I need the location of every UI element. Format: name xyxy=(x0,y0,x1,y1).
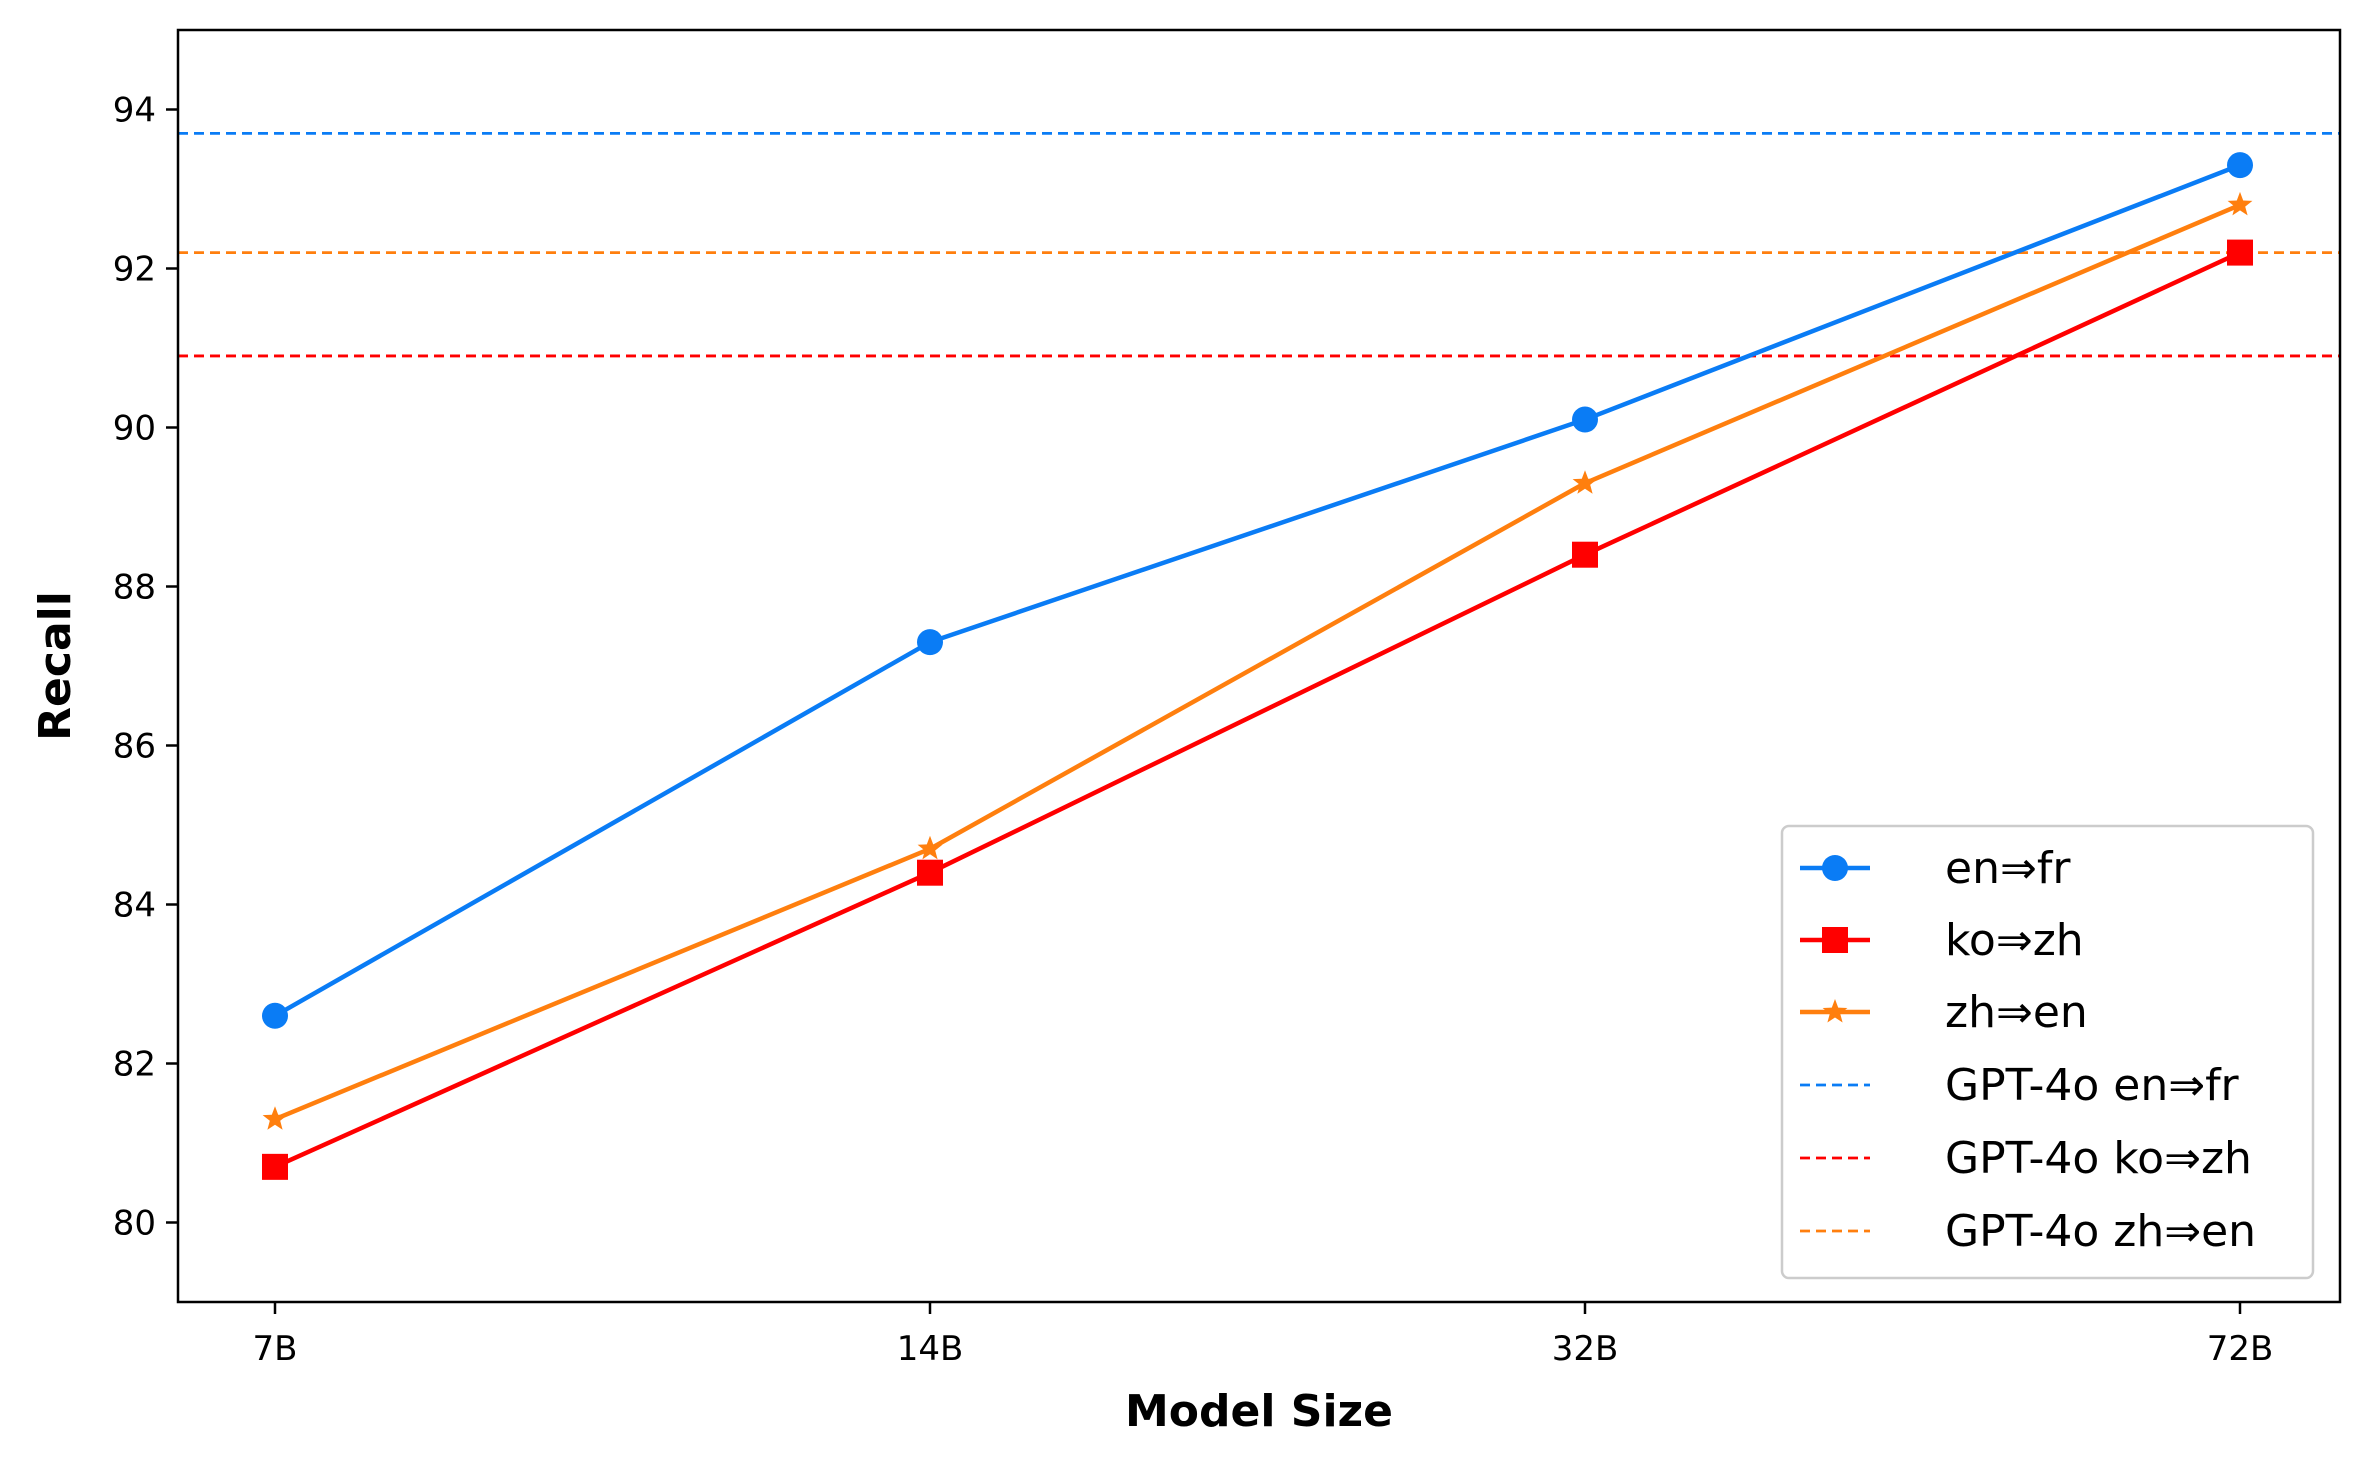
legend-label: ko⇒zh xyxy=(1945,915,2084,966)
legend: en⇒fr ko⇒zh zh⇒en GPT-4o en⇒fr GPT-4o ko⇒zh G… xyxy=(1780,824,2315,1280)
legend-marker xyxy=(1822,855,1848,881)
x-axis-title: Model Size xyxy=(1125,1386,1393,1437)
series-line xyxy=(274,250,2241,1169)
x-tick-label: 32B xyxy=(1552,1329,1619,1369)
y-tick-label: 90 xyxy=(113,409,156,449)
data-point xyxy=(1572,406,1598,433)
data-point xyxy=(917,629,943,656)
axes: 80 82 84 86 88 90 92 94 7B 14B 32B 72B xyxy=(113,91,2274,1370)
data-point xyxy=(917,859,943,886)
legend-box xyxy=(1780,824,2315,1280)
legend-label: GPT-4o zh⇒en xyxy=(1945,1206,2256,1257)
y-tick-label: 94 xyxy=(113,91,156,131)
legend-label: GPT-4o en⇒fr xyxy=(1945,1060,2240,1111)
legend-label: en⇒fr xyxy=(1945,843,2071,894)
x-tick-label: 14B xyxy=(897,1329,964,1369)
legend-marker xyxy=(1822,999,1848,1023)
y-tick-label: 88 xyxy=(113,568,156,608)
data-point xyxy=(1572,470,1598,494)
x-tick-label: 72B xyxy=(2207,1329,2274,1369)
data-point xyxy=(262,1153,288,1180)
data-point xyxy=(262,1002,288,1029)
y-axis-title: Recall xyxy=(30,591,81,741)
series-line xyxy=(273,163,2241,1018)
data-point xyxy=(917,835,943,860)
x-tick-label: 7B xyxy=(253,1329,298,1369)
plot-frame xyxy=(176,28,2342,1304)
y-tick-label: 84 xyxy=(113,886,156,926)
data-point xyxy=(1572,541,1598,568)
legend-marker xyxy=(1822,927,1848,953)
series-line xyxy=(274,202,2241,1122)
legend-label: GPT-4o ko⇒zh xyxy=(1945,1133,2252,1184)
data-point xyxy=(2227,152,2253,179)
data-point xyxy=(2227,239,2253,266)
y-tick-label: 86 xyxy=(113,727,156,767)
plot-area xyxy=(178,131,2340,1180)
y-tick-label: 92 xyxy=(113,250,156,290)
legend-label: zh⇒en xyxy=(1945,987,2088,1038)
data-point xyxy=(2227,191,2253,216)
data-point xyxy=(262,1106,288,1130)
y-tick-label: 80 xyxy=(113,1204,156,1244)
y-tick-label: 82 xyxy=(113,1045,156,1085)
